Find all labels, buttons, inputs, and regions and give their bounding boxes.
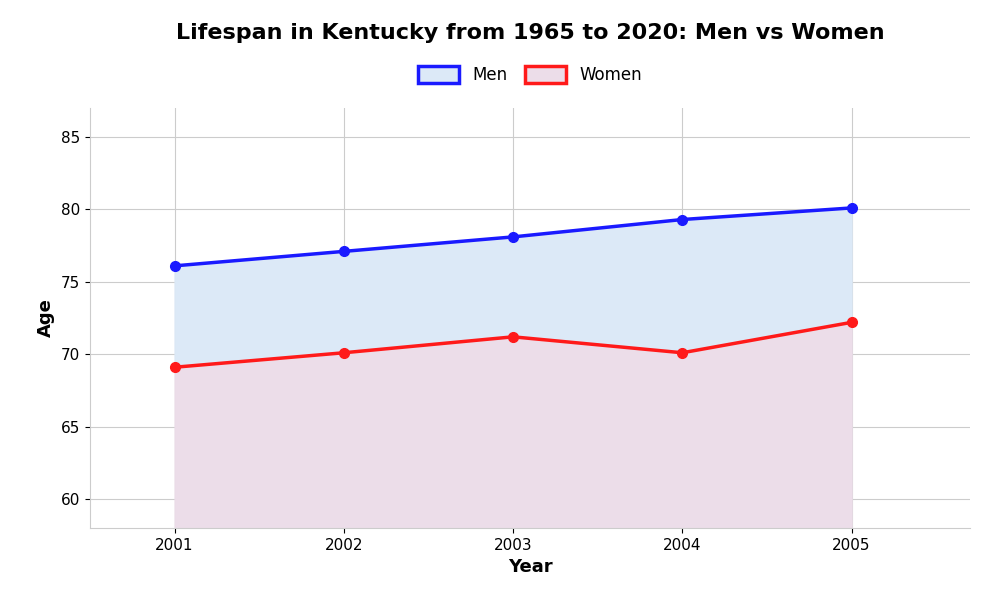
X-axis label: Year: Year	[508, 558, 552, 576]
Title: Lifespan in Kentucky from 1965 to 2020: Men vs Women: Lifespan in Kentucky from 1965 to 2020: …	[176, 23, 884, 43]
Y-axis label: Age: Age	[37, 299, 55, 337]
Legend: Men, Women: Men, Women	[409, 58, 651, 92]
